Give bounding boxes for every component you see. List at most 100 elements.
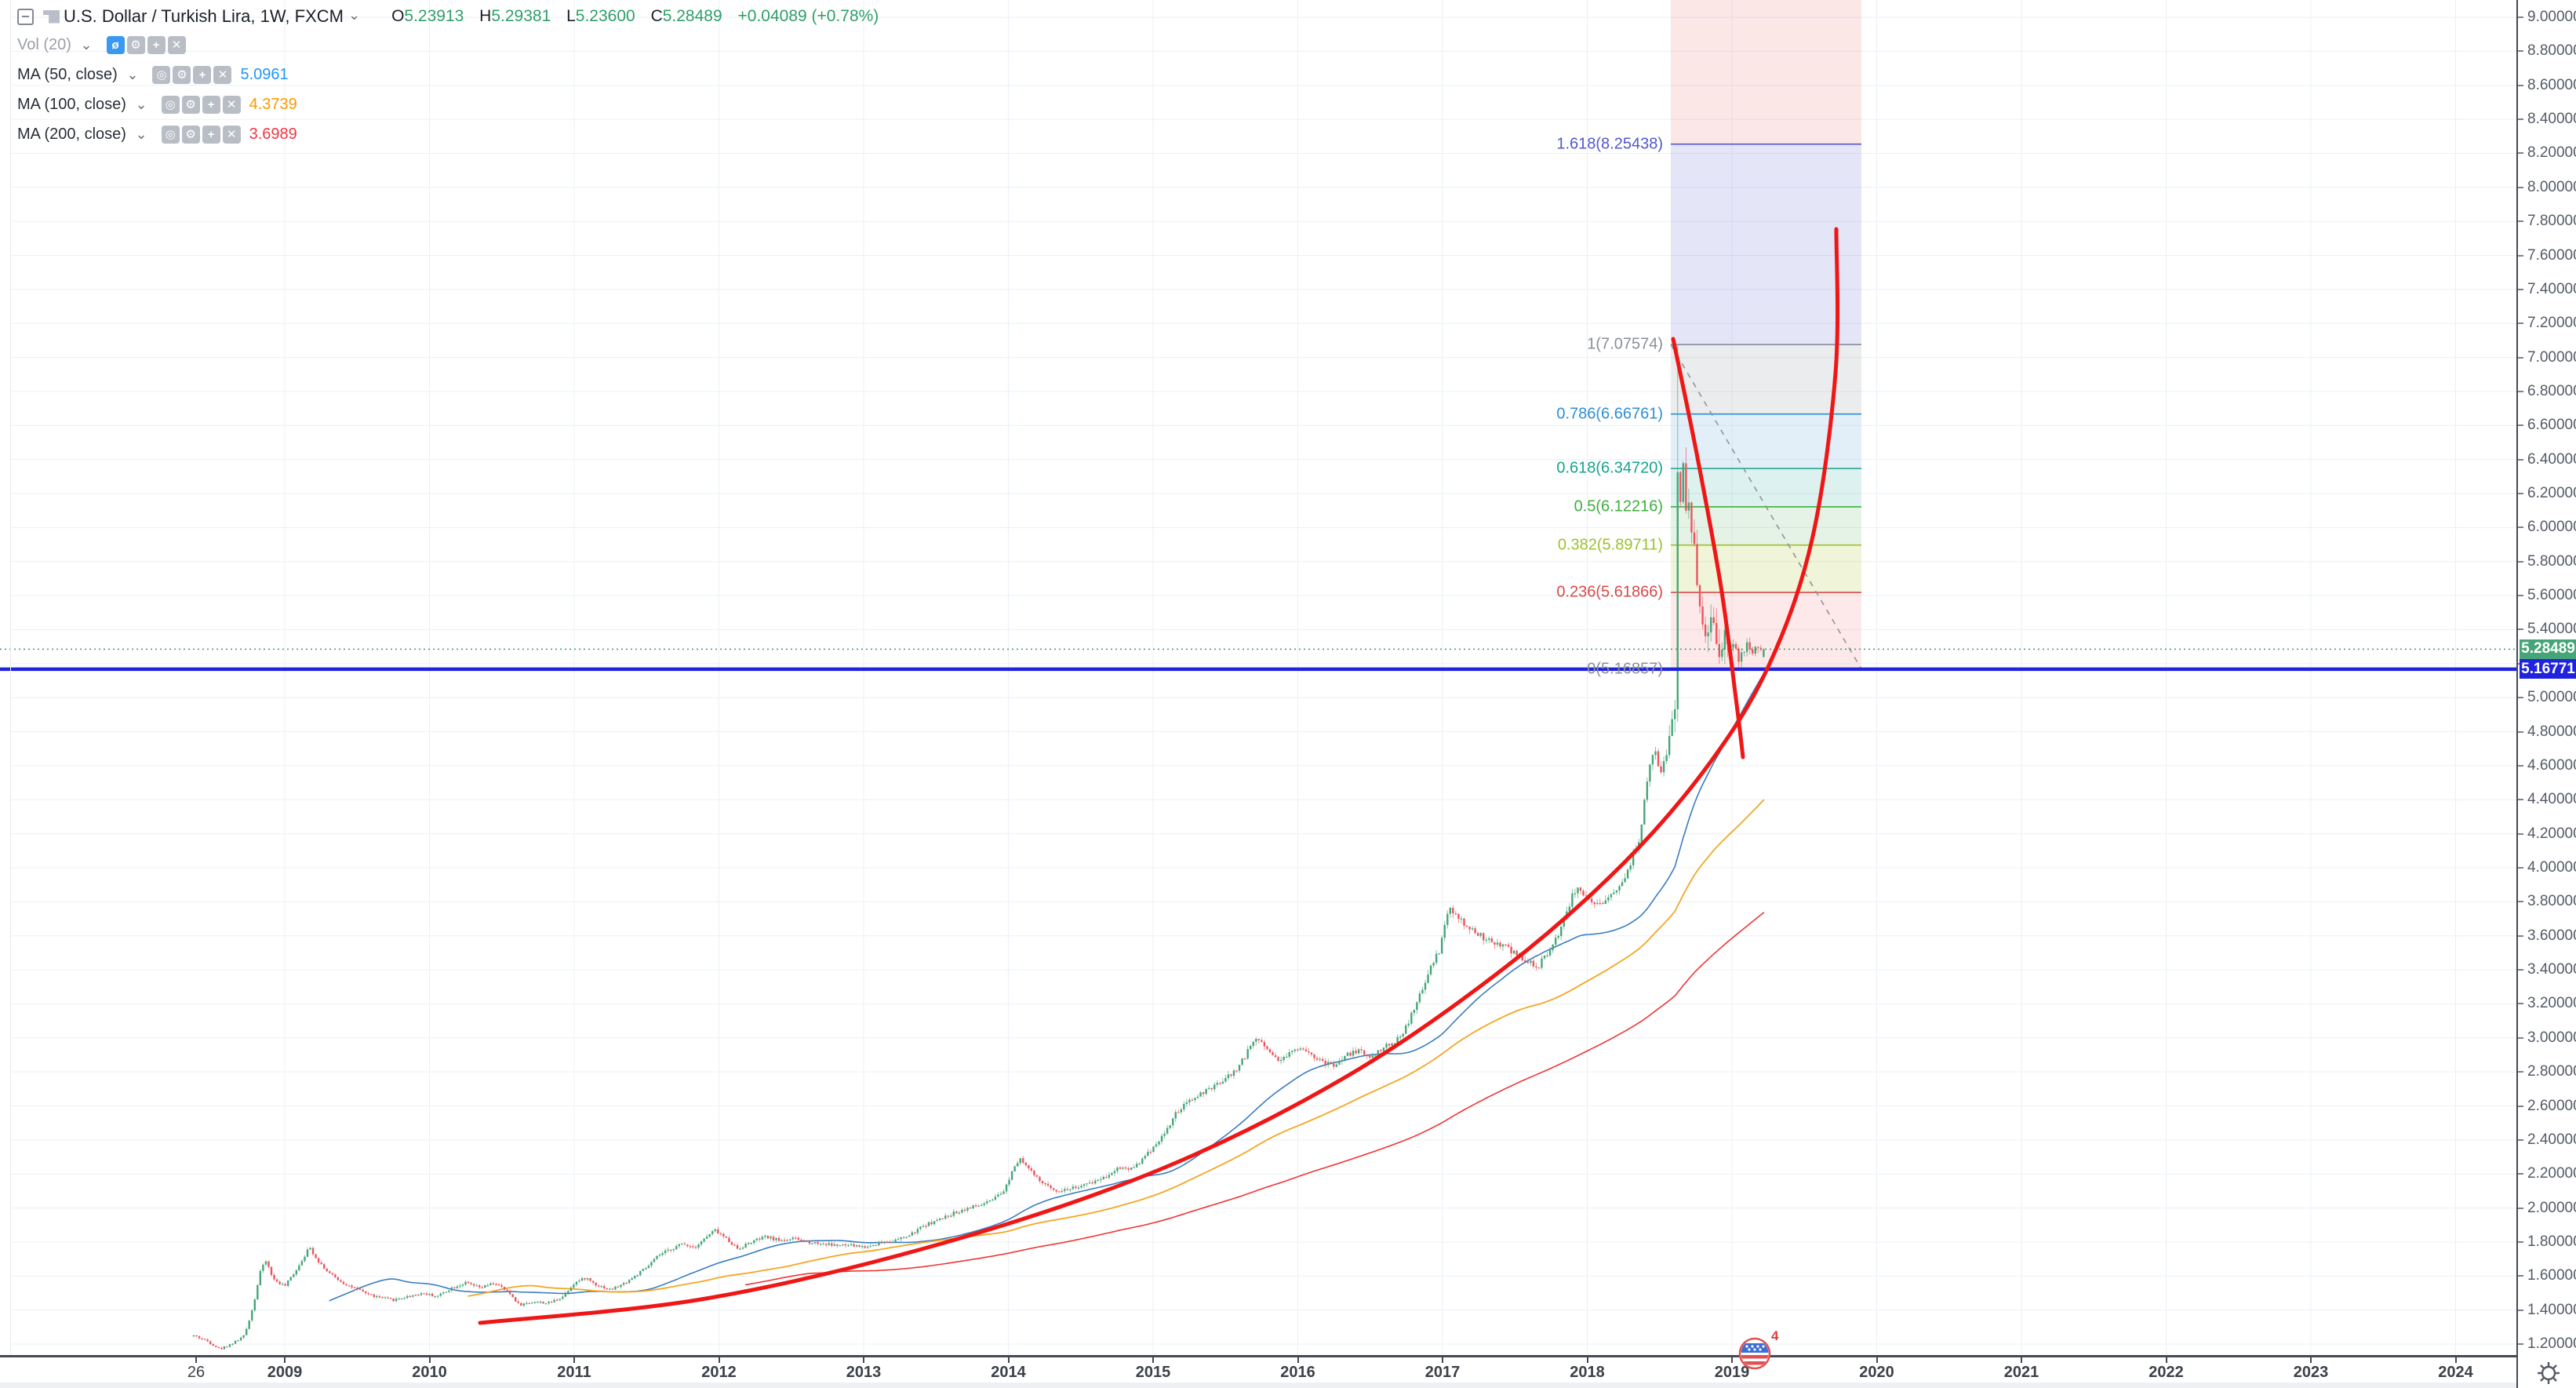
price-tick bbox=[2518, 1003, 2523, 1005]
price-tick bbox=[2518, 322, 2523, 325]
grid-layer bbox=[11, 0, 2516, 1355]
price-axis-label: 1.80000 bbox=[2527, 1233, 2576, 1250]
time-axis-label-2019: 2019 bbox=[1714, 1364, 1750, 1381]
time-axis-label-2023: 2023 bbox=[2293, 1364, 2329, 1381]
price-tick bbox=[2518, 1138, 2523, 1141]
open-label: O bbox=[391, 7, 405, 25]
time-tick bbox=[1731, 1357, 1733, 1363]
price-axis-label: 4.20000 bbox=[2527, 825, 2576, 842]
price-tick bbox=[2518, 288, 2523, 290]
symbol-flag-icon[interactable] bbox=[43, 9, 60, 24]
close-icon[interactable]: ✕ bbox=[213, 65, 232, 84]
price-axis[interactable]: 9.00000 8.80000 8.60000 8.40000 8.20000 8.000… bbox=[2516, 0, 2576, 1388]
ma50-indicator-label[interactable]: MA (50, close) ⌄ bbox=[17, 65, 139, 83]
price-axis-label: 6.60000 bbox=[2527, 417, 2576, 434]
ma200-indicator-label[interactable]: MA (200, close) ⌄ bbox=[17, 125, 147, 143]
price-axis-label: 3.60000 bbox=[2527, 927, 2576, 944]
gear-icon[interactable]: ⚙ bbox=[181, 125, 200, 144]
price-tick bbox=[2518, 1036, 2523, 1039]
price-tick bbox=[2518, 628, 2523, 631]
price-tick bbox=[2518, 764, 2523, 767]
high-label: H bbox=[479, 7, 492, 25]
time-tick bbox=[1586, 1357, 1588, 1363]
high-value: 5.29381 bbox=[491, 7, 551, 25]
price-axis-label: 8.00000 bbox=[2527, 178, 2576, 195]
price-axis-label: 3.80000 bbox=[2527, 893, 2576, 910]
close-icon[interactable]: ✕ bbox=[167, 35, 186, 54]
time-axis-label-2016: 2016 bbox=[1280, 1364, 1315, 1381]
price-tick bbox=[2518, 254, 2523, 257]
price-axis-label: 5.60000 bbox=[2527, 587, 2576, 604]
gear-icon[interactable]: ⚙ bbox=[181, 95, 200, 114]
price-axis-label: 8.60000 bbox=[2527, 76, 2576, 93]
price-axis-label: 3.20000 bbox=[2527, 995, 2576, 1012]
ma100-indicator-label[interactable]: MA (100, close) ⌄ bbox=[17, 95, 147, 113]
price-axis-label: 5.40000 bbox=[2527, 621, 2576, 638]
symbol-title[interactable]: U.S. Dollar / Turkish Lira, 1W, FXCM bbox=[64, 6, 344, 26]
price-tick bbox=[2518, 1207, 2523, 1209]
price-axis-label: 2.80000 bbox=[2527, 1063, 2576, 1080]
indicator-row-volume: Vol (20) ⌄ ø ⚙ + ✕ bbox=[17, 30, 879, 60]
close-label: C bbox=[650, 7, 663, 25]
price-axis-label: 8.80000 bbox=[2527, 42, 2576, 60]
plus-icon[interactable]: + bbox=[147, 35, 166, 54]
time-axis-label-2020: 2020 bbox=[1859, 1364, 1894, 1381]
price-axis-label: 6.80000 bbox=[2527, 382, 2576, 399]
low-label: L bbox=[566, 7, 576, 25]
price-scale-gear-icon[interactable] bbox=[2534, 1359, 2563, 1387]
price-axis-label: 4.80000 bbox=[2527, 723, 2576, 740]
price-tick bbox=[2518, 1105, 2523, 1107]
close-value: 5.28489 bbox=[662, 7, 722, 25]
time-axis-label-2010: 2010 bbox=[412, 1364, 447, 1381]
descending-branch-drawing[interactable] bbox=[1671, 337, 1745, 760]
left-edge-divider bbox=[10, 0, 11, 1355]
price-tick bbox=[2518, 1240, 2523, 1243]
current-price-badge: 5.28489 bbox=[2520, 639, 2576, 659]
gear-icon[interactable]: ⚙ bbox=[126, 35, 145, 54]
fib-retracement-drawing[interactable] bbox=[1670, 0, 1862, 670]
legend-collapse-button[interactable] bbox=[17, 8, 34, 25]
price-axis-label: 4.60000 bbox=[2527, 756, 2576, 774]
indicator-row-ma200: MA (200, close) ⌄ ◎ ⚙ + ✕ 3.6989 bbox=[17, 119, 879, 149]
fib-label-1.618: 1.618(8.25438) bbox=[1556, 135, 1663, 153]
price-tick bbox=[2518, 16, 2523, 18]
eye-icon[interactable]: ◎ bbox=[161, 95, 180, 114]
price-tick bbox=[2518, 1343, 2523, 1346]
plus-icon[interactable]: + bbox=[193, 65, 212, 84]
time-tick bbox=[1442, 1357, 1443, 1363]
plus-icon[interactable]: + bbox=[202, 125, 220, 144]
price-axis-label: 5.80000 bbox=[2527, 552, 2576, 570]
time-axis-label-2015: 2015 bbox=[1135, 1364, 1171, 1381]
eye-icon[interactable]: ◎ bbox=[161, 125, 180, 144]
chart-legend: U.S. Dollar / Turkish Lira, 1W, FXCM ⌄ O… bbox=[17, 3, 879, 149]
price-axis-label: 8.20000 bbox=[2527, 144, 2576, 162]
moving-averages-layer[interactable] bbox=[329, 673, 1765, 1302]
price-tick bbox=[2518, 424, 2523, 427]
price-tick bbox=[2518, 526, 2523, 529]
ohlc-readout: O5.23913 H5.29381 L5.23600 C5.28489 +0.0… bbox=[391, 7, 879, 26]
volume-indicator-label[interactable]: Vol (20) ⌄ bbox=[17, 35, 93, 53]
close-icon[interactable]: ✕ bbox=[222, 125, 241, 144]
gear-icon[interactable]: ⚙ bbox=[173, 65, 191, 84]
eye-off-icon[interactable]: ø bbox=[106, 35, 125, 54]
chevron-down-icon[interactable]: ⌄ bbox=[347, 6, 361, 23]
time-tick bbox=[1152, 1357, 1154, 1363]
plus-icon[interactable]: + bbox=[202, 95, 220, 114]
close-icon[interactable]: ✕ bbox=[222, 95, 241, 114]
time-tick bbox=[2021, 1357, 2022, 1363]
price-axis-label: 4.40000 bbox=[2527, 791, 2576, 808]
time-tick bbox=[284, 1357, 286, 1363]
price-axis-label: 7.20000 bbox=[2527, 315, 2576, 332]
price-tick bbox=[2518, 901, 2523, 903]
ma200-line bbox=[744, 912, 1765, 1286]
fib-label-0.382: 0.382(5.89711) bbox=[1557, 536, 1663, 554]
economic-events-flag-icon[interactable]: 4 bbox=[1735, 1329, 1782, 1375]
price-tick bbox=[2518, 697, 2523, 699]
time-axis-label-2017: 2017 bbox=[1424, 1364, 1461, 1381]
eye-icon[interactable]: ◎ bbox=[152, 65, 171, 84]
price-axis-label: 6.20000 bbox=[2527, 485, 2576, 502]
price-tick bbox=[2518, 84, 2523, 86]
price-tick bbox=[2518, 934, 2523, 937]
parabola-curve-drawing[interactable] bbox=[478, 227, 1840, 1325]
